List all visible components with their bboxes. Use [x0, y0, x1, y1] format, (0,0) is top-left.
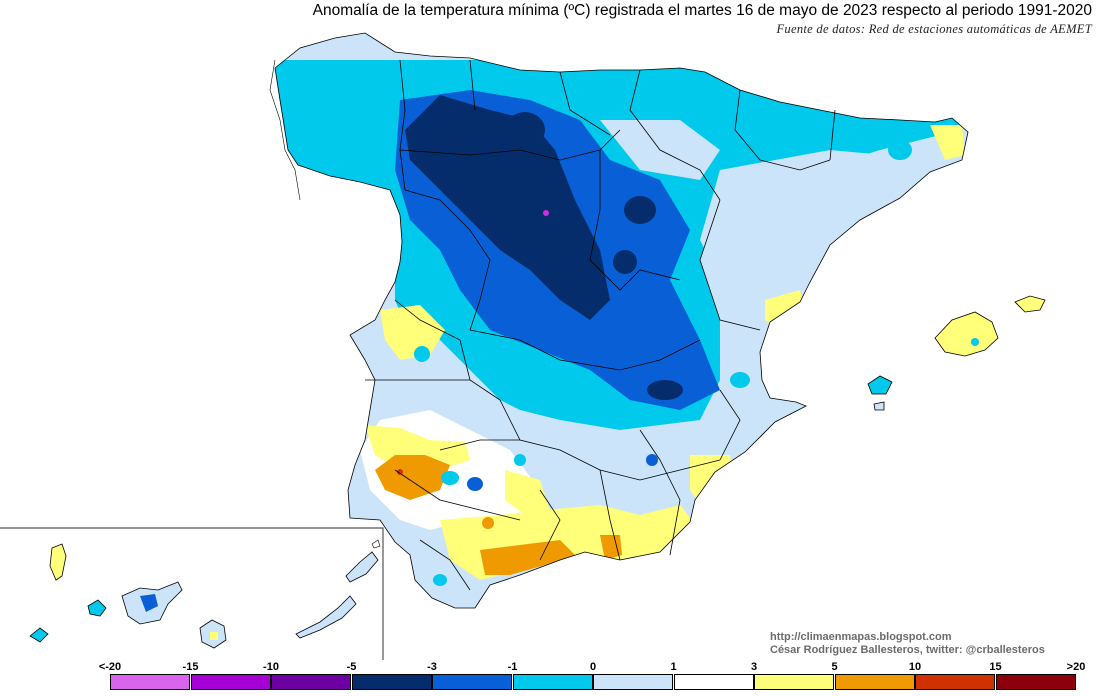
- legend-label: 10: [908, 661, 922, 673]
- legend-swatch: [351, 674, 432, 690]
- anomaly-map: [0, 32, 1046, 660]
- legend-swatch: [432, 674, 512, 690]
- legend-label: >20: [1066, 661, 1086, 673]
- legend-label: 1: [670, 661, 677, 673]
- legend-label: 15: [989, 661, 1002, 673]
- legend-swatch: [190, 674, 271, 690]
- canary-islands-inset: [0, 527, 384, 660]
- balearic-islands: [867, 295, 1046, 411]
- legend-swatch: [271, 674, 351, 690]
- legend-swatch: [834, 674, 915, 690]
- map-title: Anomalía de la temperatura mínima (ºC) r…: [312, 2, 1092, 19]
- legend-label: 0: [589, 661, 597, 673]
- data-source-subtitle: Fuente de datos: Red de estaciones autom…: [776, 22, 1092, 36]
- legend-swatch: [512, 674, 593, 690]
- legend-swatch: [593, 674, 673, 690]
- legend-label: 3: [750, 661, 758, 673]
- legend-label: -1: [507, 661, 518, 673]
- legend-label: -5: [346, 661, 357, 673]
- legend-label: -3: [427, 661, 437, 673]
- mainland-spain: [269, 32, 969, 609]
- author-credit: César Rodríguez Ballesteros, twitter: @c…: [770, 644, 1045, 656]
- legend-label: -15: [182, 661, 199, 673]
- legend-swatch: [995, 674, 1076, 690]
- credits: http://climaenmapas.blogspot.com César R…: [770, 631, 1045, 657]
- legend-label: <-20: [98, 661, 122, 673]
- legend-label: 5: [831, 661, 838, 673]
- legend-swatch: [754, 674, 834, 690]
- blog-url: http://climaenmapas.blogspot.com: [770, 631, 952, 643]
- legend-swatch: [915, 674, 995, 690]
- legend-swatch: [110, 674, 190, 690]
- legend-swatch: [673, 674, 754, 690]
- legend-label: -10: [263, 661, 279, 673]
